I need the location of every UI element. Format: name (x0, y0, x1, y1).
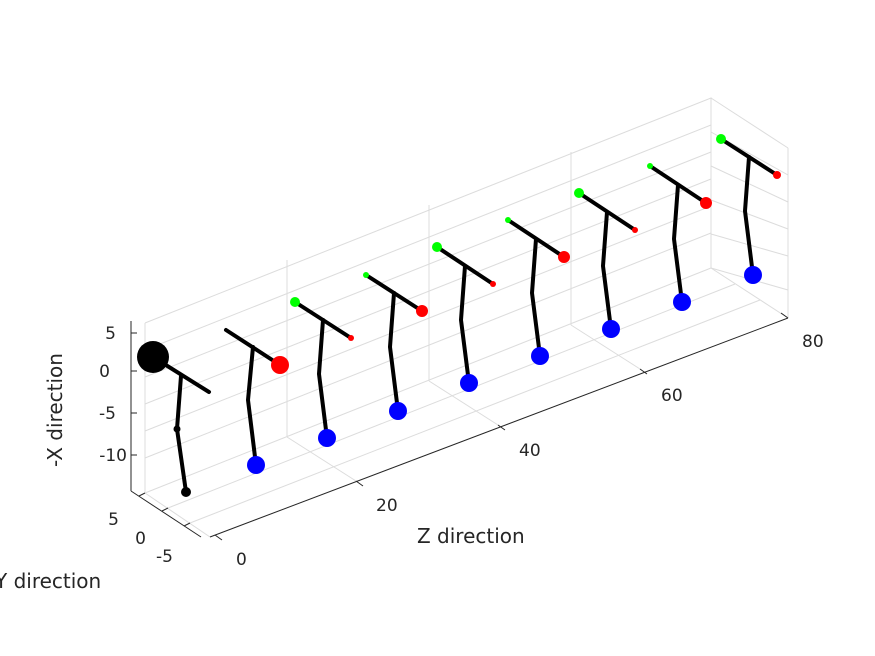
frame-7 (574, 188, 638, 338)
grid-side-horiz (710, 165, 789, 203)
shoulder-marker (773, 171, 781, 179)
frame-6 (505, 217, 570, 365)
shoulder-marker (558, 251, 570, 263)
negx-axis-label: -X direction (43, 353, 67, 467)
tick-labels: 0 20 40 60 80 5 0 -5 -10 5 0 -5 (99, 324, 824, 570)
frame-3 (290, 297, 354, 447)
frame-5 (432, 242, 496, 392)
axes (130, 312, 789, 541)
y-axis-line (130, 490, 202, 538)
spine-leg-bone (316, 318, 329, 440)
spine-leg-bone (174, 374, 188, 494)
hip-marker (647, 163, 653, 169)
y-axis-label: Y direction (0, 569, 101, 593)
negx-tick-label: -5 (99, 404, 116, 424)
spine-leg-bone (742, 155, 755, 277)
shoulder-marker (416, 305, 428, 317)
grid-floor-line (286, 436, 357, 482)
z-tick-label: 40 (519, 441, 541, 461)
grid-back-horiz (144, 205, 712, 432)
grid-back-horiz (144, 232, 712, 459)
hip-marker (432, 242, 442, 252)
frame-4 (363, 272, 428, 420)
z-tick-label: 80 (802, 332, 824, 352)
frame-1 (137, 341, 211, 497)
y-tick-label: 5 (108, 510, 119, 530)
grid-floor-front-left (144, 492, 211, 538)
z-axis-line (209, 317, 789, 538)
y-tick-mark (161, 507, 169, 512)
grid-floor-line (428, 380, 499, 426)
foot-marker (247, 456, 265, 474)
spine-leg-bone (671, 183, 684, 304)
shoulder-marker (271, 356, 289, 374)
grid-back-horiz (144, 151, 712, 378)
foot-marker (602, 320, 620, 338)
spine-leg-bone (458, 264, 471, 385)
z-tick-mark (355, 480, 364, 487)
frames (137, 134, 781, 497)
foot-marker (673, 293, 691, 311)
z-tick-mark (214, 534, 223, 541)
grid-side-wall (710, 97, 789, 318)
y-tick-mark (138, 492, 146, 497)
negx-tick-label: -10 (99, 446, 127, 466)
spine-leg-bone (387, 291, 400, 413)
grid-back-horiz (144, 124, 712, 351)
grid-floor (144, 267, 789, 538)
foot-marker (389, 402, 407, 420)
hip-marker (363, 272, 369, 278)
hip-marker (290, 297, 300, 307)
z-tick-label: 0 (236, 550, 247, 570)
foot-marker (460, 374, 478, 392)
foot-marker (531, 347, 549, 365)
frame-2 (224, 328, 289, 474)
spine-leg-bone (245, 345, 258, 467)
negx-tick-label: 5 (105, 324, 116, 344)
frame-8 (647, 163, 712, 311)
z-axis-label: Z direction (417, 524, 525, 548)
grid-floor-long (189, 299, 761, 524)
shoulder-marker (632, 227, 638, 233)
grid-floor-line (570, 324, 641, 370)
negx-tick-label: 0 (99, 362, 110, 382)
shoulder-marker (490, 281, 496, 287)
spine-leg-bone (600, 210, 613, 331)
head-marker (137, 341, 169, 373)
knee-marker (173, 425, 181, 433)
hip-marker (716, 134, 726, 144)
grid-floor-back (710, 267, 789, 319)
foot-marker (181, 487, 191, 497)
y-tick-label: 0 (135, 529, 146, 549)
grid-back-wall (144, 97, 712, 493)
grid-floor-long (144, 267, 712, 494)
grid-back-frame (144, 97, 712, 324)
grid-back-horiz (144, 178, 712, 405)
grid-floor-long (167, 283, 736, 509)
z-tick-mark (780, 312, 789, 319)
z-tick-mark (639, 368, 648, 375)
grid-side-horiz (710, 199, 789, 230)
y-tick-mark (183, 522, 191, 527)
hip-marker (574, 188, 584, 198)
foot-marker (744, 266, 762, 284)
spine-leg-bone (529, 237, 542, 358)
grid-side-top (710, 97, 789, 149)
foot-marker (318, 429, 336, 447)
y-tick-label: -5 (156, 547, 173, 567)
shoulder-marker (700, 197, 712, 209)
z-tick-label: 20 (376, 496, 398, 516)
hip-marker (505, 217, 511, 223)
z-tick-label: 60 (661, 386, 683, 406)
z-tick-mark (497, 424, 506, 431)
frame-9 (716, 134, 781, 284)
shoulder-marker (348, 335, 354, 341)
